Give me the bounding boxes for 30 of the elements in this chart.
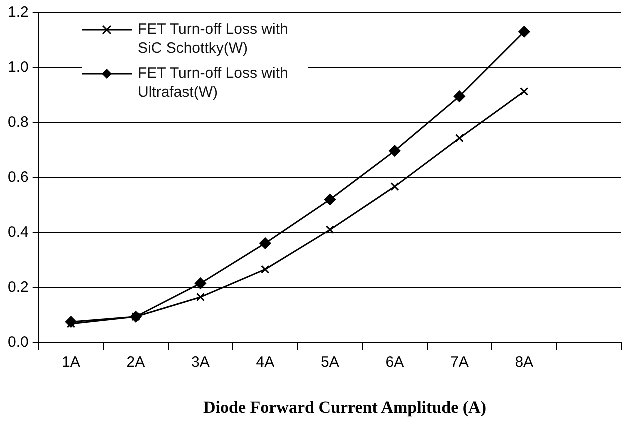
point [389, 145, 401, 157]
x-tick-label: 5A [320, 354, 340, 372]
legend-label: FET Turn-off Loss with Ultrafast(W) [138, 64, 290, 102]
point [518, 26, 530, 38]
x-tick-label: 1A [62, 354, 80, 372]
y-tick-label: 0.2 [8, 279, 29, 296]
point [520, 87, 529, 96]
y-tick-label: 0.4 [8, 224, 29, 242]
y-tick-label: 0.0 [8, 334, 29, 352]
point [196, 293, 205, 302]
y-tick-label: 1.2 [8, 4, 29, 22]
point [260, 238, 272, 250]
x-tick-label: 7A [450, 354, 469, 372]
x-tick-label: 8A [515, 354, 534, 372]
point [455, 134, 464, 143]
x-axis-title: Diode Forward Current Amplitude (A) [202, 398, 488, 418]
y-tick-label: 0.8 [8, 114, 29, 132]
x-tick-label: 4A [256, 354, 275, 372]
point [261, 265, 270, 274]
point [324, 194, 336, 206]
point [326, 226, 334, 234]
x-tick-label: 3A [192, 354, 210, 372]
x-tick-label: 2A [126, 354, 146, 372]
point [454, 90, 466, 102]
y-tick-label: 1.0 [8, 59, 29, 76]
y-tick-label: 0.6 [8, 169, 29, 186]
x-tick-label: 6A [386, 354, 404, 372]
legend-label: FET Turn-off Loss with SiC Schottky(W) [138, 20, 290, 58]
point [194, 278, 206, 290]
point [390, 182, 400, 192]
